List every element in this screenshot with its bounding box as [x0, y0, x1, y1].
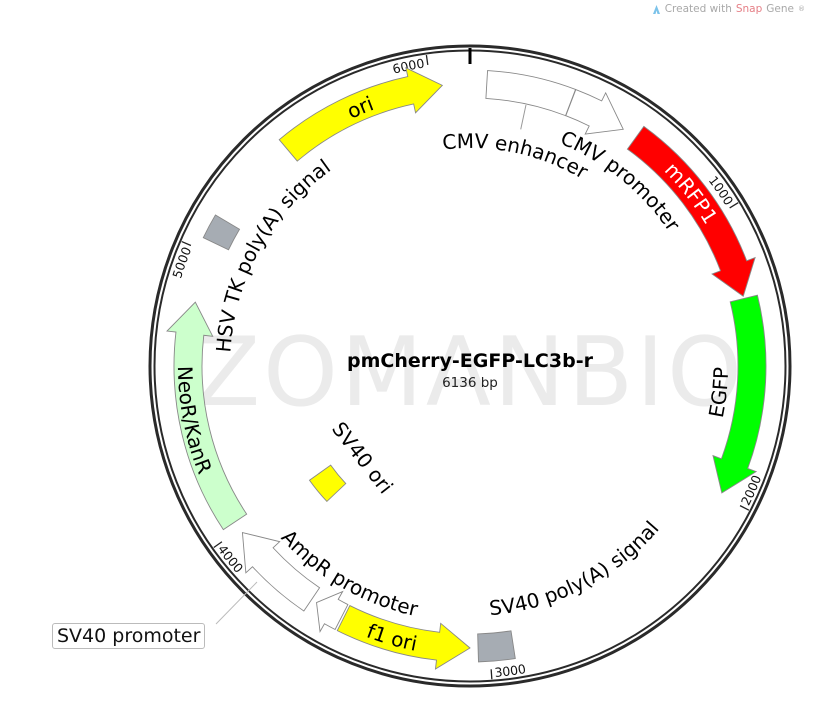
plasmid-name: pmCherry-EGFP-LC3b-r	[347, 350, 594, 372]
features	[166, 67, 767, 670]
credit-prefix: Created with	[664, 3, 732, 15]
sv40-promoter-leader-line	[215, 581, 258, 625]
snapgene-logo-icon	[652, 4, 660, 14]
plasmid-size: 6136 bp	[442, 375, 498, 391]
feature-neor-kanr[interactable]	[166, 301, 248, 531]
tick-label-text: 6000	[391, 56, 426, 77]
feature-sv40-poly-a-signal[interactable]	[477, 630, 516, 663]
feature-label-text: SV40 poly(A) signal	[488, 516, 664, 620]
feature-label-egfp[interactable]: EGFP	[704, 367, 733, 420]
feature-label-text: EGFP	[704, 367, 733, 420]
feature-label-sv40-poly-a-signal[interactable]: SV40 poly(A) signal	[488, 516, 664, 620]
credit-brand-a: Snap	[735, 3, 763, 15]
credit-mark: ®	[798, 5, 805, 13]
tick-mark	[213, 541, 223, 549]
feature-cmv-promoter[interactable]	[565, 88, 624, 135]
tick-label-text: 3000	[494, 661, 527, 680]
feature-label-sv40-promoter[interactable]: SV40 promoter	[52, 623, 206, 649]
tick-mark	[425, 54, 429, 66]
ring-outer	[148, 44, 792, 688]
feature-hsv-tk-poly-a-signal[interactable]	[202, 214, 241, 251]
feature-sv40-promoter[interactable]	[241, 531, 321, 612]
tick-mark	[490, 669, 493, 680]
cmv-enhancer-leader-line	[520, 104, 527, 130]
feature-sv40-ori[interactable]	[308, 464, 347, 503]
feature-ori[interactable]	[278, 67, 444, 162]
feature-egfp[interactable]	[712, 294, 767, 494]
backbone-ring	[148, 44, 792, 688]
feature-f1-ori[interactable]	[336, 604, 471, 670]
tick-mark	[181, 240, 192, 247]
tick-label: 3000	[494, 661, 527, 680]
tick-mark	[739, 505, 750, 511]
snapgene-credit: Created with Snap Gene ®	[652, 3, 805, 15]
feature-cmv-enhancer[interactable]	[485, 70, 577, 117]
feature-mrfp1[interactable]	[626, 125, 756, 298]
watermark: ZOMANBIO	[195, 318, 745, 428]
tick-mark	[729, 202, 739, 209]
tick-label: 6000	[391, 56, 426, 77]
credit-brand-b: Gene	[766, 3, 794, 15]
feature-ampr-promoter[interactable]	[316, 590, 349, 633]
